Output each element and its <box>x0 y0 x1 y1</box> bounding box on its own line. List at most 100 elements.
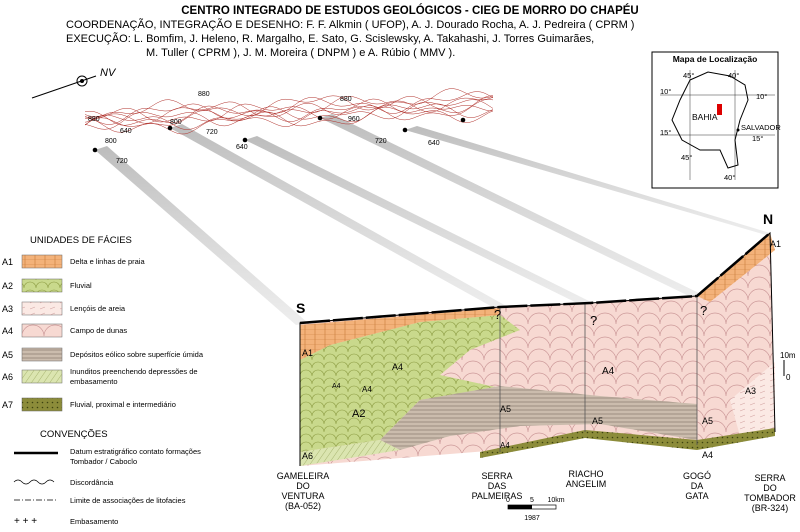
legend-label: Depósitos eólico sobre superfície úmida <box>70 350 204 359</box>
station-point <box>402 127 408 133</box>
legend-swatch-pattern <box>22 302 62 315</box>
map-degree: 40° <box>728 71 739 80</box>
location-map: Mapa de Localização <box>651 51 779 189</box>
locality-label: (BR-324) <box>752 503 789 513</box>
contour-line <box>84 88 494 123</box>
legend-label: Fluvial <box>70 281 92 290</box>
question-mark: ? <box>700 303 707 318</box>
station-point <box>317 115 323 121</box>
block-diagram <box>299 231 785 466</box>
station-point <box>242 137 248 143</box>
locality-label: TOMBADOR <box>744 493 796 503</box>
contour-line <box>84 95 494 124</box>
unit-label: A5 <box>500 404 511 414</box>
contour-label: 640 <box>120 128 132 135</box>
map-degree: 45° <box>681 153 692 162</box>
legend-swatch-pattern <box>22 398 62 411</box>
contour-line <box>84 96 494 123</box>
contour-label: 880 <box>340 96 352 103</box>
projection-ray <box>95 146 308 325</box>
section-labels: S N A1 A1 A4 A4 A4 A2 A5 A4 A6 A5 A4 A5 A3 A4? ?? 10m 0 G… <box>277 211 797 513</box>
contour-label: 800 <box>105 138 117 145</box>
locality-label: VENTURA <box>281 491 324 501</box>
north-label: NV <box>100 67 117 79</box>
legend-code: A1 <box>2 257 13 267</box>
contour-label: 720 <box>375 138 387 145</box>
projection-ray <box>320 114 705 298</box>
legend-swatch-pattern <box>22 348 62 361</box>
legend-label: Delta e linhas de praia <box>70 257 145 266</box>
map-state: BAHIA <box>692 112 718 122</box>
contour-label: 720 <box>206 129 218 136</box>
question-mark: ? <box>494 307 501 322</box>
contour-label: 880 <box>88 116 100 123</box>
map-degree: 15° <box>752 134 763 143</box>
contour-line <box>84 99 494 133</box>
projection-ray <box>405 126 770 235</box>
question-mark: ? <box>590 313 597 328</box>
unit-label: A4 <box>500 441 510 450</box>
locality-label: GAMELEIRA <box>277 471 330 481</box>
unit-label: A5 <box>592 416 603 426</box>
title: CENTRO INTEGRADO DE ESTUDOS GEOLÓGICOS -… <box>181 4 638 17</box>
map-degree: 10° <box>756 92 767 101</box>
legend-swatch-pattern <box>22 279 62 292</box>
locality-label: DO <box>296 481 310 491</box>
scale-tick: 5 <box>530 497 534 504</box>
contour-label: 880 <box>198 91 210 98</box>
map-degree: 45° <box>683 71 694 80</box>
legend-label: Inunditos preenchendo depressões de <box>70 367 198 376</box>
legend-code: A3 <box>2 304 13 314</box>
execution: M. Tuller ( CPRM ), J. M. Moreira ( DNPM… <box>146 47 455 59</box>
map-degree: 15° <box>660 128 671 137</box>
north-label: N <box>763 211 773 227</box>
legend-label: Campo de dunas <box>70 326 127 335</box>
contour-label: 960 <box>348 116 360 123</box>
contour-label: 800 <box>170 119 182 126</box>
unit-label: A3 <box>745 386 756 396</box>
scale-tick: 0 <box>506 497 510 504</box>
convention-label: Limite de associações de litofacies <box>70 496 186 505</box>
legend-label: Lençóis de areia <box>70 304 126 313</box>
unit-label: A4 <box>702 450 713 460</box>
legend-label: embasamento <box>70 377 118 386</box>
map-degree: 10° <box>660 87 671 96</box>
convention-label: Datum estratigráfico contato formações <box>70 447 201 456</box>
contour-line <box>84 95 494 126</box>
scale-year: 1987 <box>524 515 540 522</box>
legend: UNIDADES DE FÁCIES A1 Delta e linhas de p… <box>2 235 204 412</box>
conventions-title: CONVENÇÕES <box>40 429 108 440</box>
conventions: CONVENÇÕES Datum estratigráfico contato … <box>13 429 201 527</box>
legend-title: UNIDADES DE FÁCIES <box>30 235 132 246</box>
contour-line <box>84 91 494 125</box>
station-point <box>92 147 98 153</box>
convention-label: Embasamento <box>70 517 118 526</box>
legend-code: A4 <box>2 326 13 336</box>
legend-swatch-pattern <box>22 255 62 268</box>
execution: EXECUÇÃO: L. Bomfim, J. Heleno, R. Marga… <box>66 32 594 45</box>
map-title: Mapa de Localização <box>673 54 758 64</box>
projection-rays <box>95 114 770 325</box>
convention-label: Discordância <box>70 478 114 487</box>
locality-label: DAS <box>488 481 507 491</box>
legend-code: A5 <box>2 350 13 360</box>
contour-label: 720 <box>116 158 128 165</box>
unit-label: A4 <box>602 366 615 377</box>
scale-bar: 0 5 10km 1987 <box>506 497 565 522</box>
unit-label: A1 <box>770 239 781 249</box>
contour-label: 640 <box>236 144 248 151</box>
legend-code: A6 <box>2 372 13 382</box>
locality-label: SERRA <box>754 473 785 483</box>
legend-swatch-pattern <box>22 370 62 383</box>
legend-code: A7 <box>2 400 13 410</box>
unit-label: A4 <box>392 362 403 372</box>
locality-label: SERRA <box>481 471 512 481</box>
contour-line <box>84 103 494 130</box>
north-arrow: NV <box>31 67 117 99</box>
unit-label: A4 <box>362 385 372 394</box>
contour-label: 640 <box>428 140 440 147</box>
south-label: S <box>296 300 305 316</box>
map-capital: SALVADOR <box>741 123 781 132</box>
vertical-scale: 10m <box>780 351 796 360</box>
